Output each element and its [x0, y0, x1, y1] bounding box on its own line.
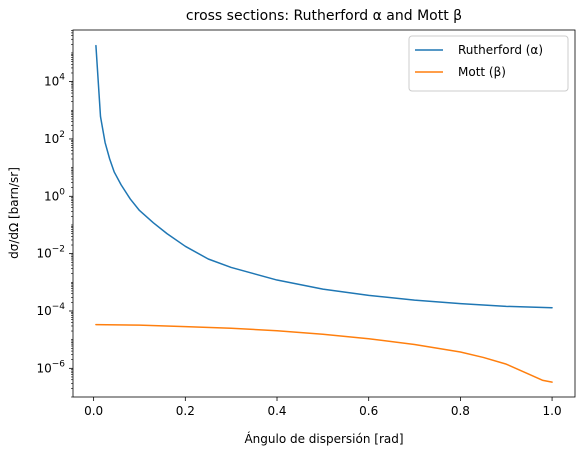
y-tick-label: 100	[44, 187, 65, 203]
x-axis: 0.0 0.2 0.4 0.6 0.8 1.0	[84, 397, 562, 418]
x-tick-label: 0.4	[267, 404, 286, 418]
plot-frame	[72, 29, 576, 398]
legend-label-0: Rutherford (α)	[458, 43, 543, 57]
legend-box	[408, 35, 569, 92]
y-tick-label: 10−4	[36, 302, 65, 318]
y-axis: 10−6 10−4 10−2 100 102 104	[36, 30, 73, 398]
series-line-0	[95, 44, 553, 309]
x-tick-label: 0.0	[84, 404, 103, 418]
y-tick-label: 10−6	[36, 359, 65, 375]
y-tick-label: 10−2	[36, 245, 65, 261]
legend: Rutherford (α) Mott (β)	[408, 35, 569, 92]
series-line-1	[95, 323, 553, 383]
legend-label-1: Mott (β)	[458, 65, 506, 79]
x-tick-label: 0.8	[451, 404, 470, 418]
x-tick-label: 0.2	[176, 404, 195, 418]
y-tick-label: 104	[44, 73, 65, 89]
y-tick-label: 102	[44, 130, 65, 146]
x-axis-label: Ángulo de dispersión [rad]	[244, 431, 403, 446]
chart-title: cross sections: Rutherford α and Mott β	[186, 8, 462, 24]
x-tick-label: 0.6	[359, 404, 378, 418]
y-axis-label: dσ/dΩ [barn/sr]	[7, 167, 21, 259]
x-tick-label: 1.0	[543, 404, 562, 418]
series-layer	[95, 44, 553, 383]
